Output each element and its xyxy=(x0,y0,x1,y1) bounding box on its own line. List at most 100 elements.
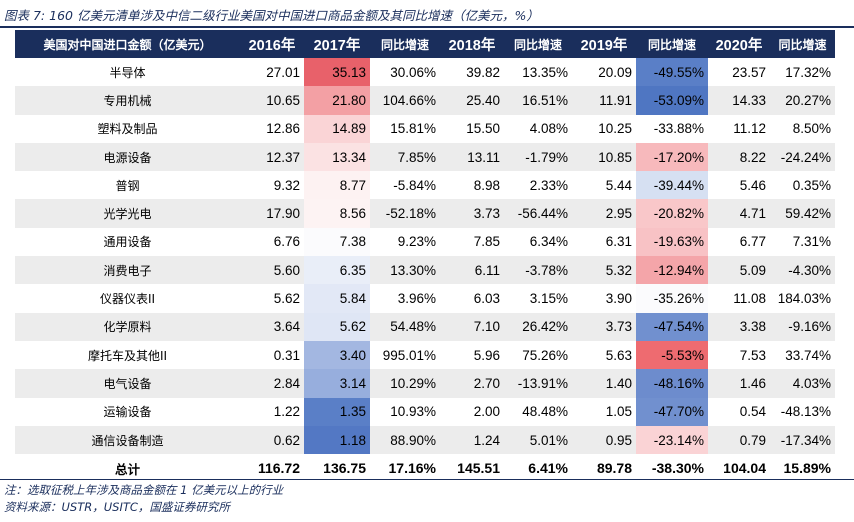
value-2017: 1.18 xyxy=(304,425,370,455)
value-2019: 10.25 xyxy=(598,121,632,137)
value-2017: 5.84 xyxy=(304,284,370,313)
value-2020: 8.22 xyxy=(708,142,770,172)
value-2020: 7.53 xyxy=(739,347,766,363)
value-2018: 2.00 xyxy=(473,404,500,420)
value-2019: 3.90 xyxy=(605,291,632,307)
yoy-2020: -24.24% xyxy=(770,142,835,172)
table-row: 专用机械 10.65 21.80 104.66% 25.40 16.51% 11.91 -53… xyxy=(15,86,835,115)
footnote: 注：选取征税上年涉及商品金额在 1 亿美元以上的行业 xyxy=(4,483,284,497)
yoy-2019: -39.44% xyxy=(636,171,708,200)
yoy-2019: -38.30% xyxy=(636,454,708,483)
value-2019: 0.95 xyxy=(572,425,636,455)
category-name: 运输设备 xyxy=(103,405,152,420)
table-header-row: 美国对中国进口金额（亿美元） 2016年 2017年 同比增速 2018年 同比… xyxy=(15,30,835,58)
value-2016: 10.65 xyxy=(240,86,304,115)
table-row: 光学光电 17.90 8.56 -52.18% 3.73 -56.44% 2.95 -20.8… xyxy=(15,199,835,228)
category-name: 专用机械 xyxy=(15,86,240,115)
value-2016: 1.22 xyxy=(273,404,300,420)
value-2020: 5.09 xyxy=(708,256,770,285)
yoy-2018: -1.79% xyxy=(504,142,572,172)
table-row: 电源设备 12.37 13.34 7.85% 13.11 -1.79% 10.85 -17.2… xyxy=(15,142,835,172)
value-2017: 136.75 xyxy=(304,454,370,483)
table-row: 化学原料 3.64 5.62 54.48% 7.10 26.42% 3.73 -47.54% 3… xyxy=(15,312,835,341)
value-2017: 14.89 xyxy=(304,114,370,143)
yoy-2019: -33.88% xyxy=(636,114,708,143)
header-2020: 2020年 xyxy=(708,30,770,58)
value-2019: 1.40 xyxy=(572,369,636,398)
value-2018: 25.40 xyxy=(440,86,504,115)
table-row: 通用设备 6.76 7.38 9.23% 7.85 6.34% 6.31 -19.63% 6.7… xyxy=(15,227,835,257)
value-2018: 1.24 xyxy=(440,425,504,455)
value-2019: 3.73 xyxy=(572,312,636,341)
value-2019: 5.44 xyxy=(605,177,632,193)
figure-title: 图表 7: 160 亿美元清单涉及中信二级行业美国对中国进口商品金额及其同比增速… xyxy=(4,8,539,23)
yoy-2019: -47.70% xyxy=(636,397,708,426)
footer-divider xyxy=(0,479,854,480)
value-2020: 4.71 xyxy=(708,199,770,228)
yoy-2017: 3.96% xyxy=(397,291,436,307)
value-2019: 10.85 xyxy=(572,142,636,172)
value-2018: 39.82 xyxy=(466,64,500,80)
yoy-2017: 13.30% xyxy=(370,256,440,285)
value-2018: 7.10 xyxy=(440,312,504,341)
value-2017: 3.40 xyxy=(304,340,370,370)
value-2020: 6.77 xyxy=(739,234,766,250)
category-name: 通信设备制造 xyxy=(15,425,240,455)
table-row: 半导体 27.01 35.13 30.06% 39.82 13.35% 20.09 -49.5… xyxy=(15,58,835,87)
value-2016: 5.60 xyxy=(240,256,304,285)
yoy-2018: 4.08% xyxy=(529,121,568,137)
yoy-2017: 88.90% xyxy=(370,425,440,455)
value-2018: 5.96 xyxy=(473,347,500,363)
value-2020: 5.46 xyxy=(739,177,766,193)
yoy-2020: -4.30% xyxy=(770,256,835,285)
category-name: 电源设备 xyxy=(15,142,240,172)
yoy-2018: 75.26% xyxy=(522,347,568,363)
value-2017: 5.62 xyxy=(304,312,370,341)
value-2019: 1.05 xyxy=(605,404,632,420)
value-2018: 8.98 xyxy=(473,177,500,193)
yoy-2020: 59.42% xyxy=(770,199,835,228)
value-2016: 2.84 xyxy=(240,369,304,398)
category-name: 塑料及制品 xyxy=(97,122,158,137)
value-2016: 17.90 xyxy=(240,199,304,228)
table-row: 摩托车及其他II 0.31 3.40 995.01% 5.96 75.26% 5.63 -5.… xyxy=(15,340,835,370)
value-2017: 6.35 xyxy=(304,256,370,285)
yoy-2018: 48.48% xyxy=(522,404,568,420)
value-2020: 0.79 xyxy=(708,425,770,455)
category-name: 半导体 xyxy=(109,65,146,80)
category-name: 通用设备 xyxy=(103,235,152,250)
yoy-2018: 3.15% xyxy=(529,291,568,307)
yoy-2018: 16.51% xyxy=(504,86,572,115)
value-2016: 0.62 xyxy=(240,425,304,455)
yoy-2017: 995.01% xyxy=(382,347,436,363)
value-2018: 7.85 xyxy=(473,234,500,250)
yoy-2019: -53.09% xyxy=(636,86,708,115)
value-2020: 11.08 xyxy=(733,291,766,307)
header-yoy-2018: 同比增速 xyxy=(504,30,572,58)
header-2018: 2018年 xyxy=(440,30,504,58)
value-2017: 7.38 xyxy=(304,227,370,257)
value-2020: 1.46 xyxy=(708,369,770,398)
value-2017: 1.35 xyxy=(304,397,370,426)
header-yoy-2017: 同比增速 xyxy=(370,30,440,58)
value-2020: 104.04 xyxy=(708,454,770,483)
yoy-2017: 104.66% xyxy=(370,86,440,115)
value-2018: 13.11 xyxy=(440,142,504,172)
header-2017: 2017年 xyxy=(304,30,370,58)
table-row: 运输设备 1.22 1.35 10.93% 2.00 48.48% 1.05 -47.70% 0… xyxy=(15,397,835,426)
yoy-2020: 20.27% xyxy=(770,86,835,115)
yoy-2019: -5.53% xyxy=(636,340,708,370)
category-name: 电气设备 xyxy=(15,369,240,398)
value-2016: 12.37 xyxy=(240,142,304,172)
value-2016: 116.72 xyxy=(240,454,304,483)
yoy-2018: -3.78% xyxy=(504,256,572,285)
value-2019: 2.95 xyxy=(572,199,636,228)
header-2016: 2016年 xyxy=(240,30,304,58)
value-2018: 6.11 xyxy=(440,256,504,285)
yoy-2020: -17.34% xyxy=(770,425,835,455)
value-2016: 27.01 xyxy=(266,64,300,80)
value-2019: 20.09 xyxy=(598,64,632,80)
yoy-2018: -56.44% xyxy=(504,199,572,228)
yoy-2019: -17.20% xyxy=(636,142,708,172)
yoy-2019: -23.14% xyxy=(636,425,708,455)
